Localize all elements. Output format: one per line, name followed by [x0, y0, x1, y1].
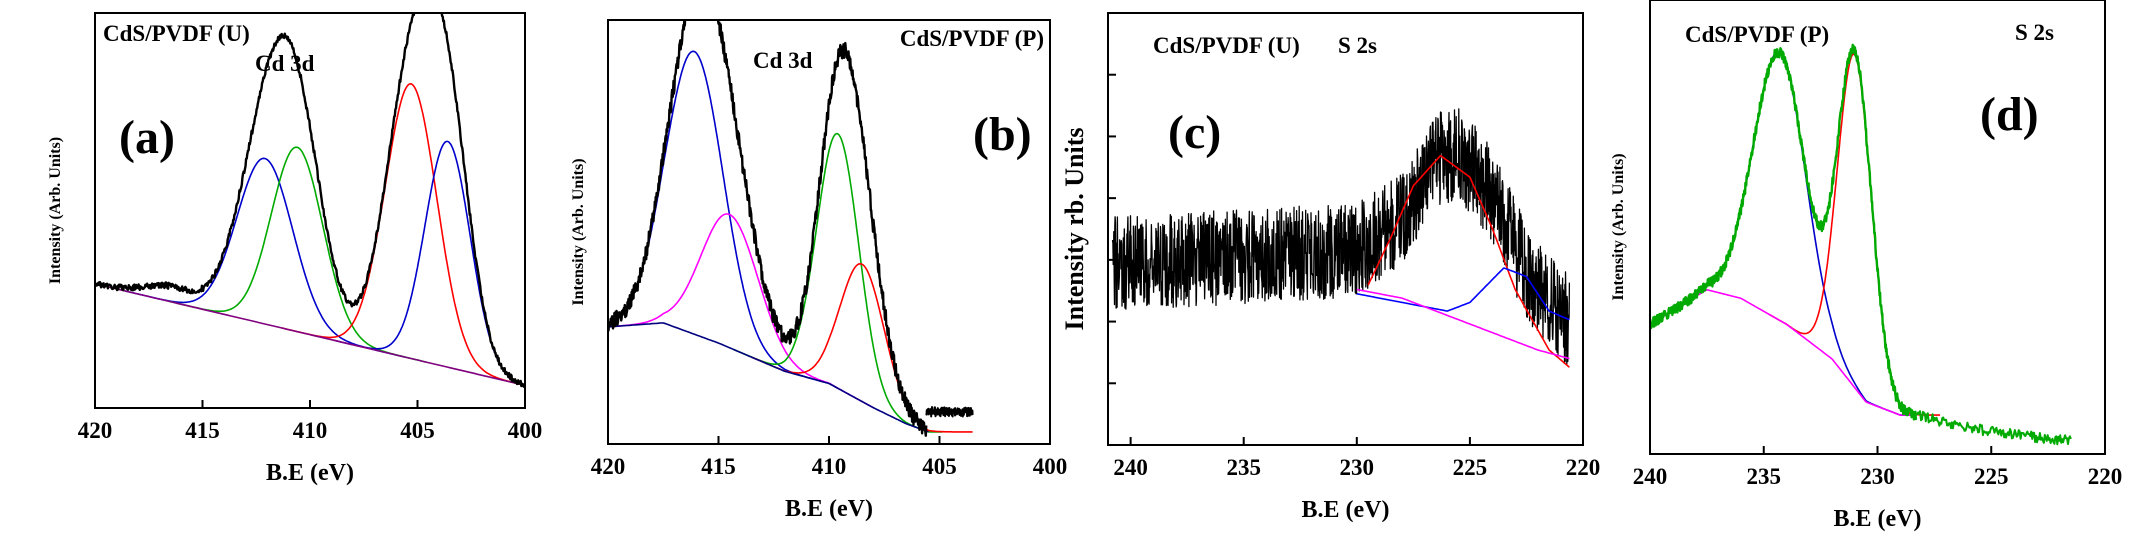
- sample-label: CdS/PVDF (P): [1685, 22, 1829, 47]
- series-baseline-2: [1650, 289, 1917, 416]
- panel-a: 420 415 410 405 400 B.E (eV) Intensity (Arb. U…: [47, 12, 543, 486]
- peak-label: Cd 3d: [255, 51, 315, 76]
- panel-label: (d): [1980, 88, 2039, 141]
- sample-label: CdS/PVDF (U): [103, 21, 250, 46]
- x-tick-label: 400: [1033, 454, 1068, 479]
- series-peak-3: [751, 263, 973, 433]
- peak-label: S 2s: [2015, 20, 2054, 45]
- series-tail-4: [1915, 410, 2072, 446]
- sample-label: CdS/PVDF (U): [1153, 33, 1300, 58]
- plot-area: [95, 13, 525, 388]
- x-tick-label: 420: [78, 418, 113, 443]
- x-tick-label: 220: [2088, 464, 2123, 489]
- x-axis-label: B.E (eV): [266, 460, 354, 486]
- series-curve-2: [1356, 267, 1570, 321]
- x-tick-label: 225: [1453, 455, 1488, 480]
- x-tick-label: 400: [508, 418, 543, 443]
- plot-frame: [1649, 0, 2106, 455]
- plot-frame: [1107, 12, 1584, 446]
- panel-label: (c): [1168, 106, 1221, 159]
- x-tick-label: 220: [1566, 455, 1601, 480]
- x-axis-label: B.E (eV): [1834, 506, 1922, 532]
- panel-c: 240 235 230 225 220 B.E (eV) Intensity rb. Uni…: [1060, 12, 1601, 523]
- series-envelope-5: [95, 13, 525, 388]
- panel-label: (b): [973, 108, 1032, 161]
- x-tick-label: 415: [701, 454, 736, 479]
- x-tick-label: 240: [1113, 455, 1148, 480]
- panel-label: (a): [119, 111, 175, 164]
- series-curve-1: [1367, 154, 1570, 368]
- x-tick-label: 230: [1340, 455, 1375, 480]
- x-tick-label: 415: [185, 418, 220, 443]
- series-baseline-4: [608, 322, 929, 433]
- x-axis-label: B.E (eV): [785, 496, 873, 522]
- x-tick-label: 405: [400, 418, 435, 443]
- x-tick-label: 235: [1747, 464, 1782, 489]
- series-peak-1: [167, 146, 427, 363]
- series-raw-0: [1111, 108, 1571, 366]
- y-axis-label: Intensity (Arb. Units): [570, 158, 587, 305]
- y-axis-label: Intensity rb. Units: [1060, 128, 1089, 331]
- series-peak-0: [608, 50, 839, 389]
- series-peak-3: [334, 140, 525, 386]
- sample-label: CdS/PVDF (P): [900, 26, 1044, 51]
- x-tick-label: 420: [591, 454, 626, 479]
- peak-label: Cd 3d: [753, 48, 813, 73]
- series-curve-3: [1356, 288, 1570, 360]
- series-peak-0: [1650, 51, 1911, 416]
- series-peak-2: [281, 83, 525, 387]
- x-tick-label: 410: [293, 418, 328, 443]
- series-tail-6: [925, 406, 974, 418]
- series-baseline-4: [95, 283, 525, 387]
- y-axis-label: Intensity (Arb. Units): [1610, 153, 1627, 300]
- x-tick-label: 230: [1860, 464, 1895, 489]
- x-axis-label: B.E (eV): [1302, 497, 1390, 523]
- x-tick-label: 405: [922, 454, 957, 479]
- x-tick-label: 240: [1633, 464, 1668, 489]
- x-tick-label: 235: [1226, 455, 1261, 480]
- series-peak-2: [732, 132, 943, 433]
- x-tick-label: 225: [1974, 464, 2009, 489]
- plot-area: [608, 20, 974, 437]
- y-axis-label: Intensity (Arb. Units): [47, 137, 64, 284]
- panel-d: 240 235 230 225 220 B.E (eV) Intensity (Arb. U…: [1610, 0, 2122, 532]
- series-envelope-3: [1650, 43, 1918, 421]
- plot-area: [1111, 108, 1571, 368]
- peak-label: S 2s: [1338, 33, 1377, 58]
- plot-area: [1650, 43, 2072, 446]
- x-tick-label: 410: [812, 454, 847, 479]
- panel-b: 420 415 410 405 400 B.E (eV) Intensity (Arb. U…: [570, 19, 1068, 522]
- series-peak-0: [124, 157, 405, 358]
- series-envelope-5: [608, 20, 928, 437]
